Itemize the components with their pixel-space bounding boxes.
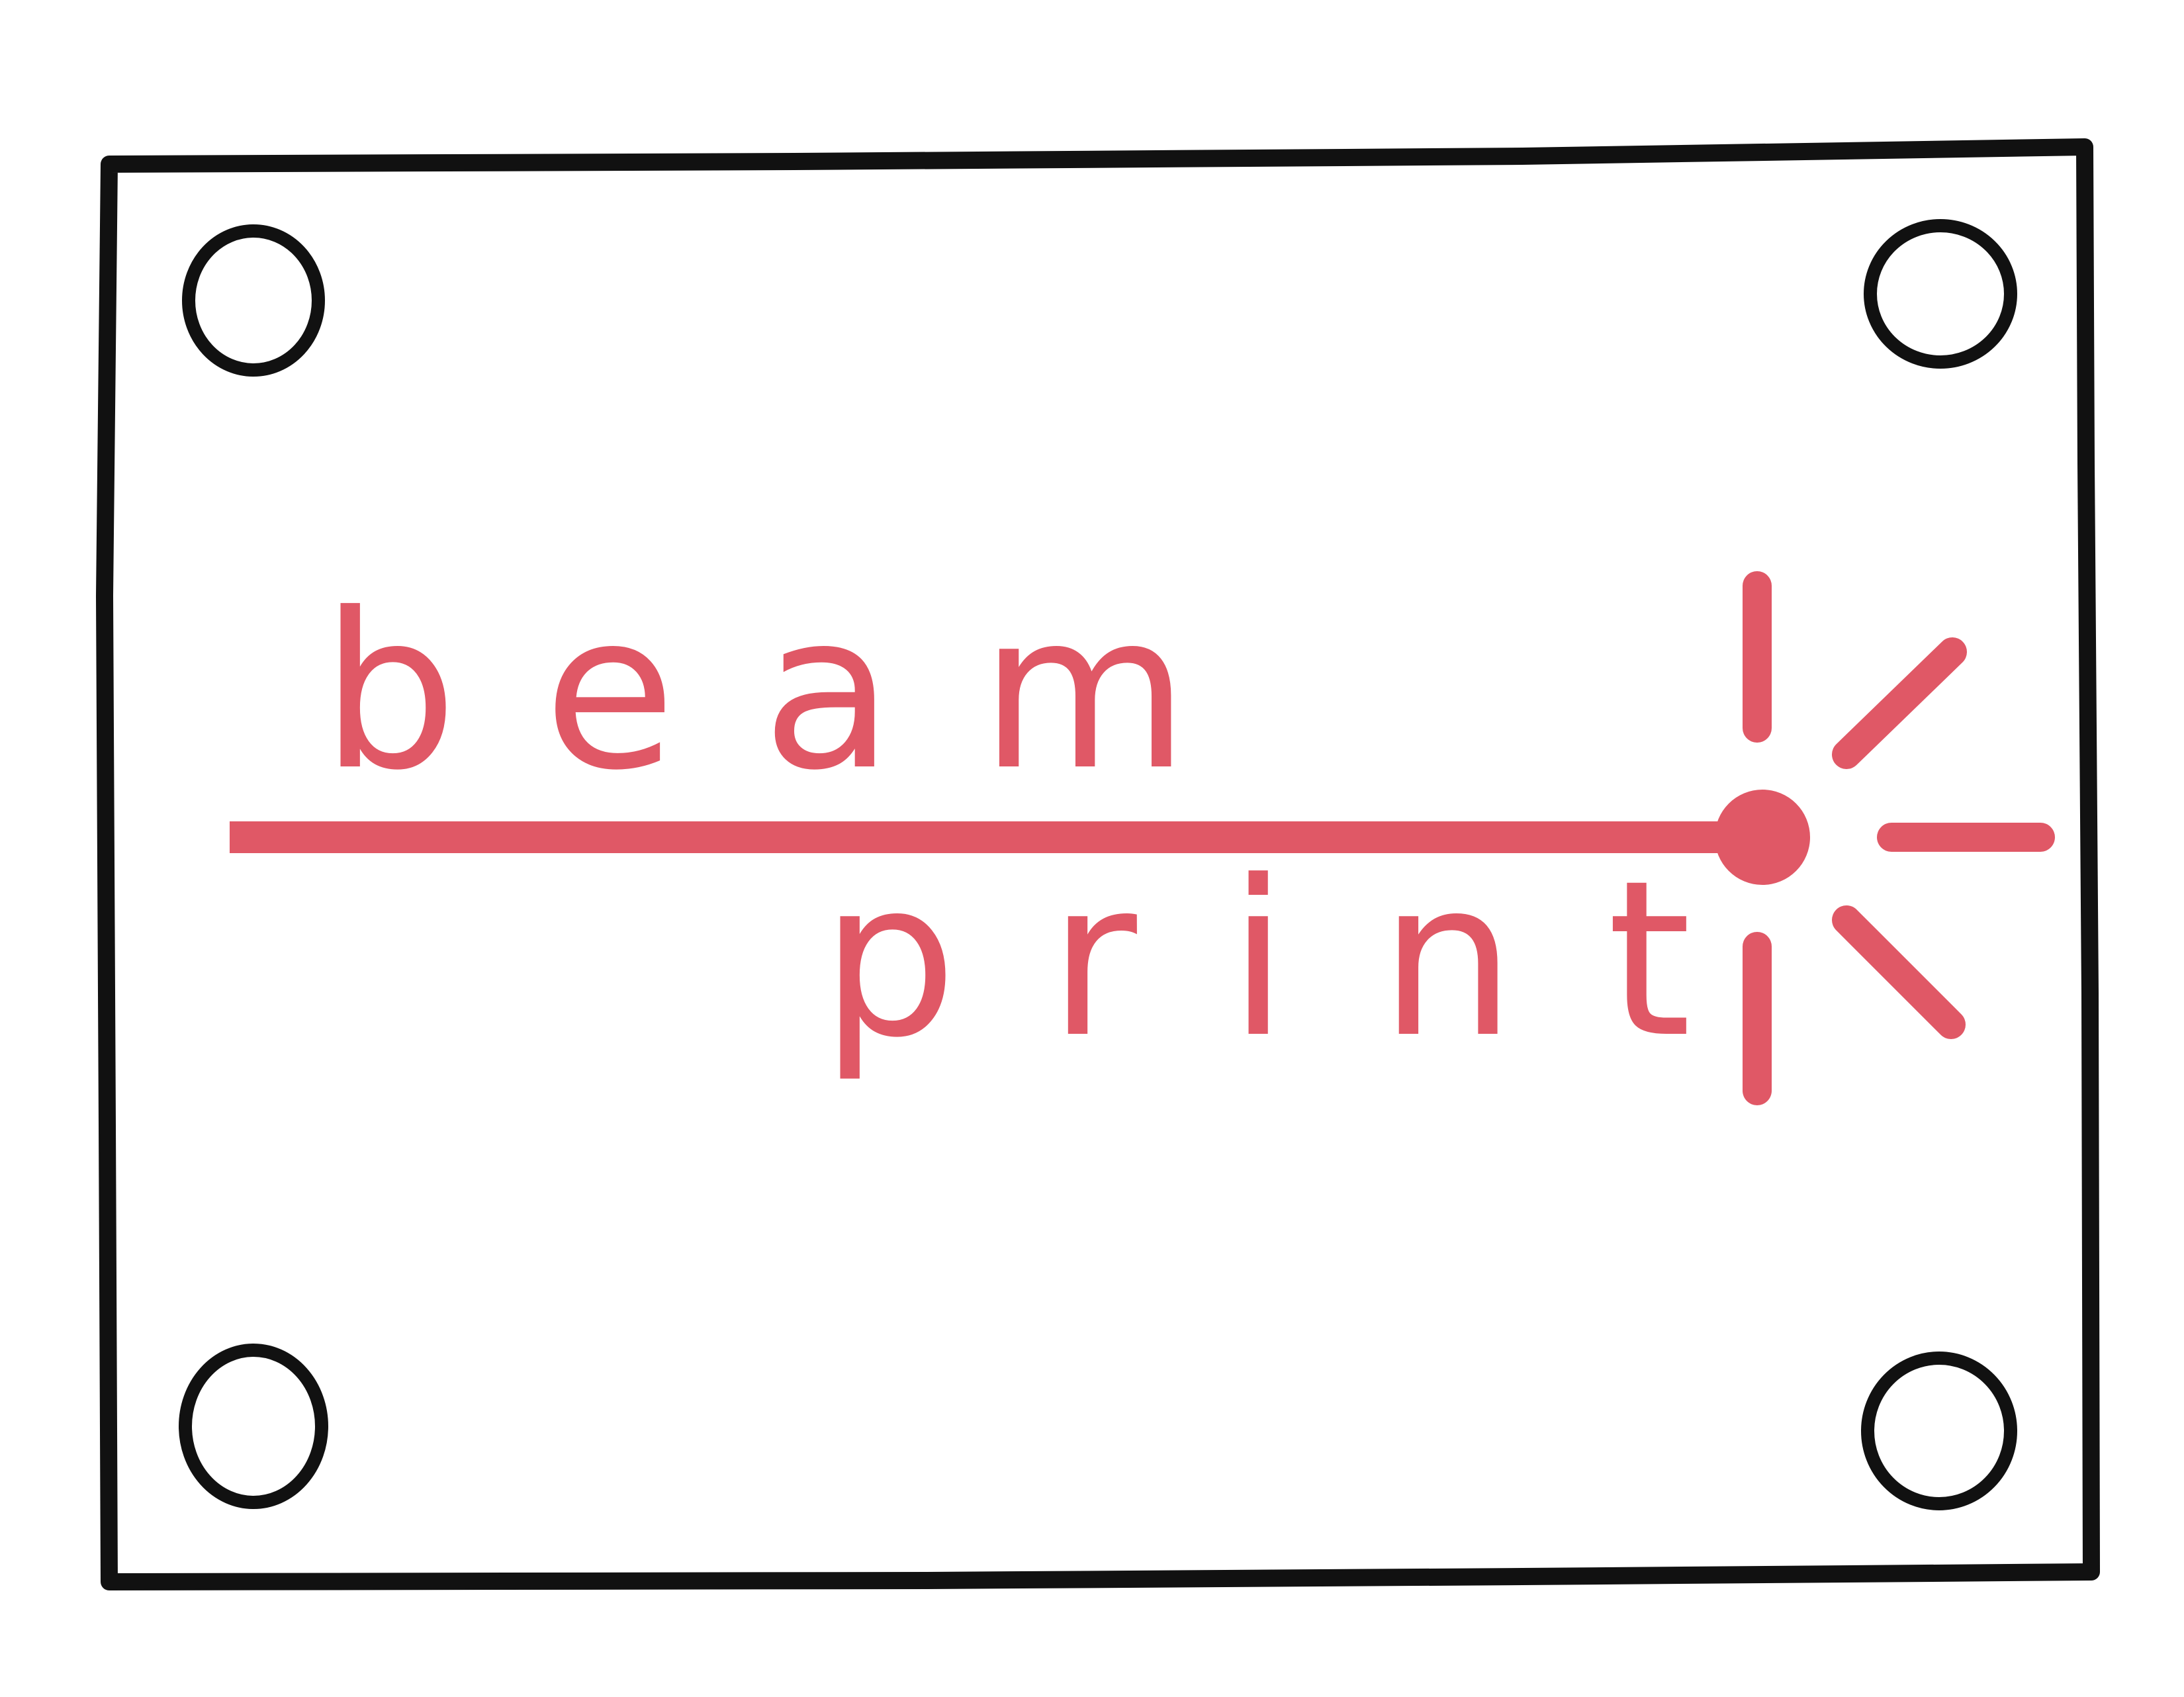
logo-word-beam: beam xyxy=(321,567,1275,817)
beam-dot xyxy=(1715,790,1810,885)
corner-hole-icon xyxy=(1864,219,2017,369)
logo-word-print: print xyxy=(821,834,1783,1085)
corner-hole-icon xyxy=(1861,1352,2017,1510)
corner-hole-icon xyxy=(182,224,325,377)
corner-hole-icon xyxy=(179,1344,328,1509)
burst-ray xyxy=(1832,905,1966,1039)
plate-frame xyxy=(96,138,2100,1590)
light-burst-icon xyxy=(1743,571,2055,1105)
burst-ray xyxy=(1832,637,1967,769)
